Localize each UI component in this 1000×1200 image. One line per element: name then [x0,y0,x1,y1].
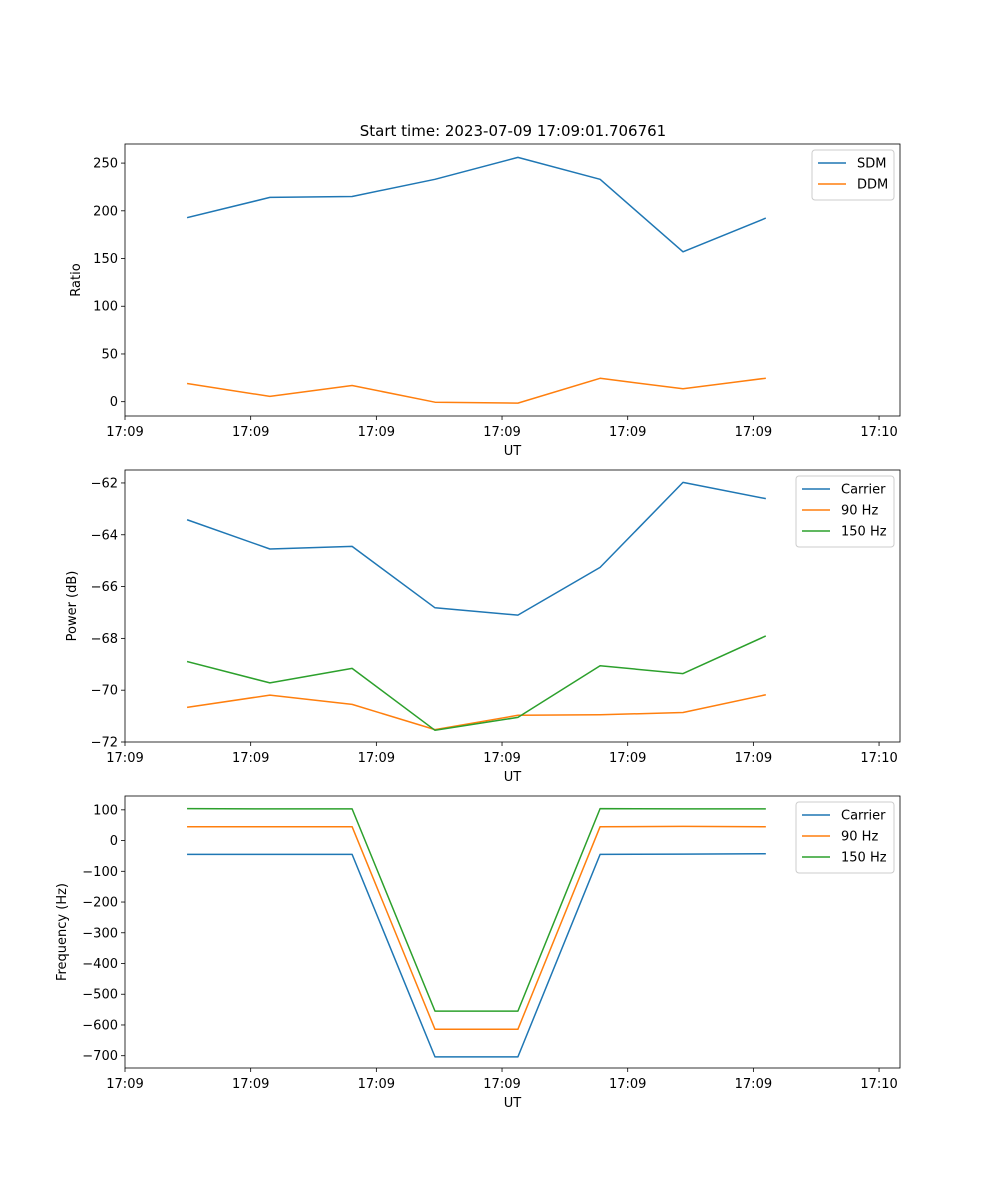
x-tick-label: 17:09 [609,1077,646,1092]
legend-box [795,475,895,548]
y-tick-label: 0 [110,395,118,410]
legend-label: 150 Hz [841,851,887,866]
x-tick-label: 17:09 [358,751,395,766]
y-tick-label: −500 [82,988,118,1003]
x-axis-title: UT [504,770,522,785]
x-tick-label: 17:09 [106,425,143,440]
y-tick-label: −64 [91,528,118,543]
x-tick-label: 17:09 [358,425,395,440]
legend: Carrier 90 Hz 150 Hz [795,475,895,548]
y-tick-label: −70 [91,684,118,699]
y-tick-label: −600 [82,1018,118,1033]
x-tick-label: 17:09 [232,751,269,766]
series-line-carrier [187,853,766,1058]
x-tick-label: 17:09 [609,751,646,766]
series-line-ddm [186,377,766,404]
x-tick-label: 17:10 [860,1077,897,1092]
y-tick-label: 100 [93,300,118,315]
series-line-sdm [186,156,767,253]
y-tick-label: −72 [91,736,118,751]
y-axis-title: Ratio [69,263,84,296]
y-tick-label: −700 [82,1049,118,1064]
x-tick-label: 17:09 [483,425,520,440]
legend-label: DDM [857,178,888,193]
y-tick-label: 150 [93,252,118,267]
plot-frame [124,469,901,743]
series-line-90-hz [186,694,766,731]
y-tick-label: −66 [91,580,118,595]
y-axis-title: Frequency (Hz) [55,883,70,981]
series-line-150-hz [186,635,767,732]
x-tick-label: 17:09 [232,425,269,440]
chart-2: 17:09 17:09 17:09 17:09 17:09 17:09 17:10 −72 −7… [65,469,901,785]
chart-3: 17:09 17:09 17:09 17:09 17:09 17:09 17:10 −700 −… [55,795,901,1111]
x-axis-title: UT [504,444,522,459]
series-line-150-hz [187,807,766,1012]
y-tick-label: 200 [93,204,118,219]
x-tick-label: 17:09 [106,751,143,766]
y-tick-label: −200 [82,896,118,911]
legend-label: Carrier [841,483,886,498]
plot-frame [124,143,901,417]
legend-label: 90 Hz [841,830,878,845]
y-tick-label: 100 [93,803,118,818]
x-tick-label: 17:09 [483,1077,520,1092]
x-tick-label: 17:09 [735,751,772,766]
x-tick-label: 17:10 [860,425,897,440]
x-tick-label: 17:09 [735,425,772,440]
charts-container: 17:09 17:09 17:09 17:09 17:09 17:09 17:10 0 50 10… [55,143,901,1111]
x-tick-label: 17:09 [358,1077,395,1092]
x-tick-label: 17:09 [106,1077,143,1092]
x-tick-label: 17:09 [735,1077,772,1092]
y-axis-title: Power (dB) [65,571,80,642]
y-tick-label: −300 [82,926,118,941]
legend-box [795,801,895,874]
y-tick-label: −68 [91,632,118,647]
series-line-carrier [186,481,766,616]
plot-frame [124,795,901,1069]
y-tick-label: 250 [93,157,118,172]
y-tick-label: −100 [82,865,118,880]
legend-label: SDM [857,157,886,172]
x-tick-label: 17:09 [232,1077,269,1092]
x-tick-label: 17:09 [483,751,520,766]
x-axis-title: UT [504,1096,522,1111]
legend: Carrier 90 Hz 150 Hz [795,801,895,874]
legend-label: Carrier [841,809,886,824]
series-line-90-hz [187,825,766,1031]
chart-1: 17:09 17:09 17:09 17:09 17:09 17:09 17:10 0 50 10… [69,143,901,459]
x-tick-label: 17:09 [609,425,646,440]
y-tick-label: −400 [82,957,118,972]
y-tick-label: 50 [101,347,118,362]
y-tick-label: −62 [91,476,118,491]
x-tick-label: 17:10 [860,751,897,766]
legend-label: 90 Hz [841,504,878,519]
legend-label: 150 Hz [841,525,887,540]
legend: SDM DDM [811,149,895,201]
y-tick-label: 0 [110,834,118,849]
figure-title: Start time: 2023-07-09 17:09:01.706761 [360,122,666,140]
